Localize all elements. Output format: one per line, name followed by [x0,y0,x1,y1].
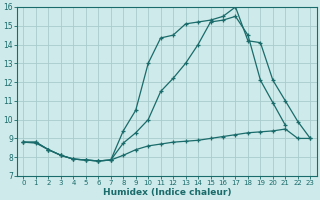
X-axis label: Humidex (Indice chaleur): Humidex (Indice chaleur) [103,188,231,197]
